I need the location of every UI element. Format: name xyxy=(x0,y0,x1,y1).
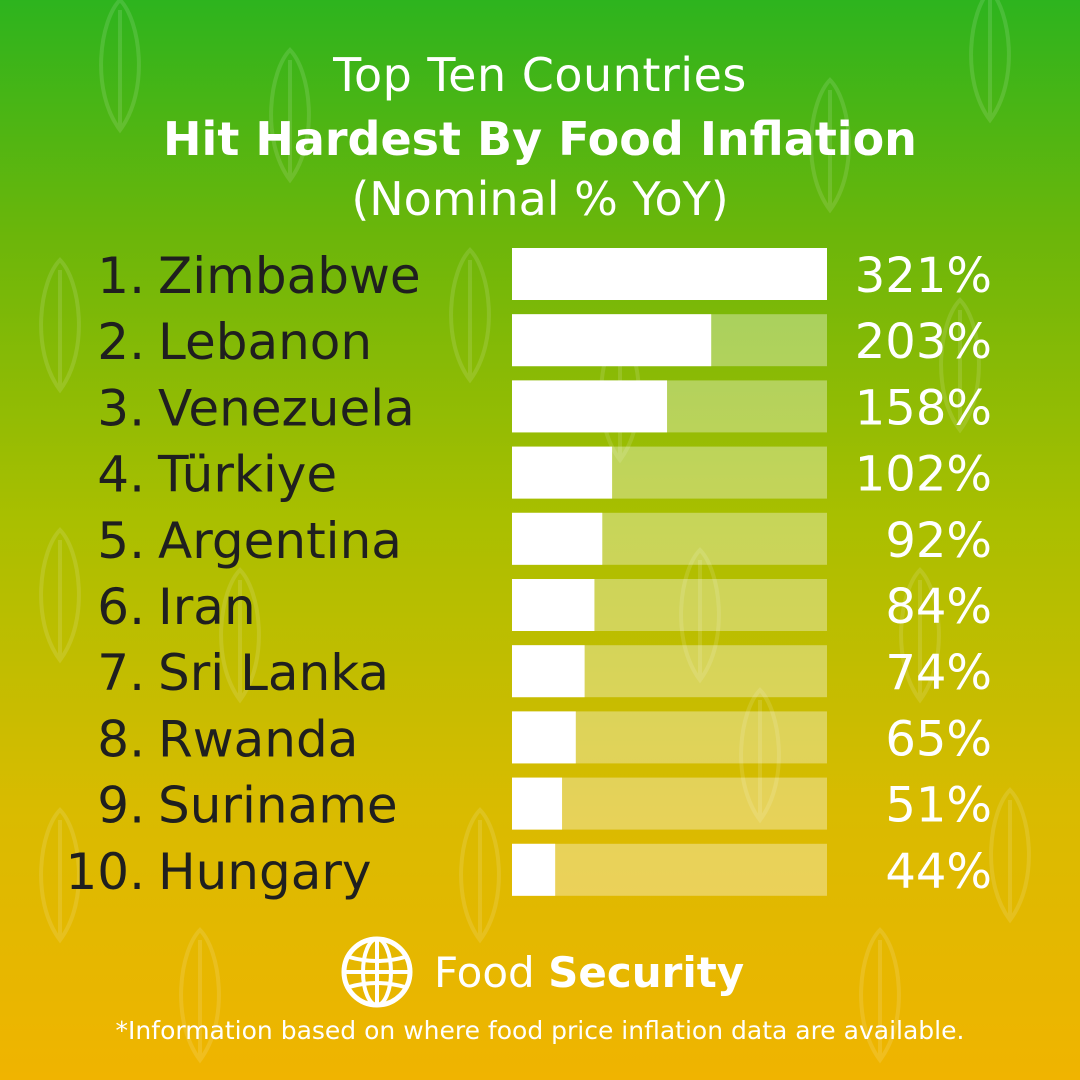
background-leaf xyxy=(269,47,311,184)
country-label: Suriname xyxy=(158,777,398,835)
rank-label: 1. xyxy=(97,247,145,305)
bar xyxy=(512,248,827,300)
background-leaf xyxy=(859,927,901,1064)
background-leaf xyxy=(679,547,721,684)
bar xyxy=(512,843,556,896)
rank-label: 9. xyxy=(97,777,145,835)
background-leaf xyxy=(809,77,851,214)
food-security-logo: Food Security xyxy=(340,934,744,1010)
rank-label: 10. xyxy=(65,843,145,901)
background-leaf xyxy=(969,0,1011,124)
background-leaf xyxy=(459,807,501,944)
value-label: 51% xyxy=(885,778,992,834)
rank-label: 6. xyxy=(97,578,145,636)
bar xyxy=(512,512,603,565)
logo-text: Food Security xyxy=(434,948,744,997)
globe-icon xyxy=(341,936,413,1008)
background-leaf xyxy=(449,247,491,384)
background-leaf xyxy=(989,787,1031,924)
value-label: 321% xyxy=(855,248,992,304)
background-leaf xyxy=(179,927,221,1064)
rank-label: 8. xyxy=(97,710,145,768)
value-label: 84% xyxy=(885,579,992,635)
title-line-1: Top Ten Countries xyxy=(333,48,747,102)
bar xyxy=(512,579,595,631)
footnote: *Information based on where food price i… xyxy=(115,1016,965,1045)
value-label: 203% xyxy=(855,314,992,370)
country-label: Argentina xyxy=(158,512,402,570)
background-leaf xyxy=(39,807,81,944)
value-label: 158% xyxy=(855,380,992,436)
logo-text-bold: Security xyxy=(548,947,745,997)
rank-label: 2. xyxy=(97,313,145,371)
value-label: 102% xyxy=(855,447,992,503)
background-leaf xyxy=(219,567,261,704)
rank-label: 7. xyxy=(97,644,145,702)
country-label: Iran xyxy=(158,578,256,636)
value-label: 74% xyxy=(885,645,992,701)
bar xyxy=(512,314,712,367)
background-leaf xyxy=(39,257,81,394)
value-label: 92% xyxy=(885,513,992,569)
title-line-2: Hit Hardest By Food Inflation xyxy=(163,112,917,166)
logo-text-regular: Food xyxy=(434,947,535,997)
country-label: Hungary xyxy=(158,843,372,901)
bar-track xyxy=(512,777,827,830)
country-label: Lebanon xyxy=(158,313,372,371)
background-leaf xyxy=(899,567,941,704)
background-leaf xyxy=(99,0,141,134)
background-leaf xyxy=(39,527,81,664)
country-label: Sri Lanka xyxy=(158,644,389,702)
background-leaf xyxy=(739,687,781,824)
value-label: 44% xyxy=(885,844,992,900)
bar xyxy=(512,777,563,830)
bar xyxy=(512,446,613,499)
rank-label: 5. xyxy=(97,512,145,570)
title-line-3: (Nominal % YoY) xyxy=(351,172,729,226)
rank-label: 4. xyxy=(97,446,145,504)
value-label: 65% xyxy=(885,711,992,767)
rank-label: 3. xyxy=(97,379,145,437)
bar xyxy=(512,380,668,433)
country-label: Venezuela xyxy=(158,379,415,437)
bar-track xyxy=(512,843,827,896)
country-label: Zimbabwe xyxy=(158,247,421,305)
background-leaf xyxy=(939,297,981,434)
country-label: Türkiye xyxy=(157,446,337,504)
bar xyxy=(512,711,576,764)
bar xyxy=(512,645,585,698)
country-label: Rwanda xyxy=(158,710,358,768)
